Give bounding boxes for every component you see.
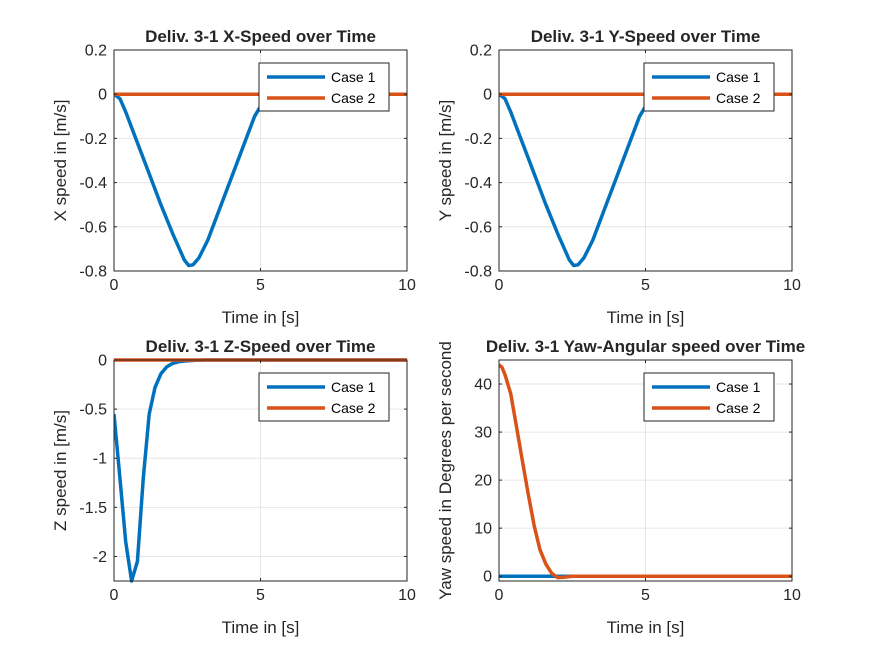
legend: Case 1 Case 2 — [643, 62, 775, 112]
x-axis-label: Time in [s] — [222, 308, 300, 327]
x-tick-label: 10 — [783, 277, 801, 294]
x-tick-label: 5 — [641, 277, 650, 294]
y-tick-label: 0 — [98, 87, 107, 104]
y-tick-label: -0.8 — [79, 264, 107, 281]
legend-label: Case 2 — [716, 400, 761, 416]
x-tick-label: 5 — [256, 277, 265, 294]
legend-label: Case 2 — [331, 90, 376, 106]
y-tick-label: 0 — [483, 87, 492, 104]
x-tick-label: 0 — [495, 277, 504, 294]
legend-box — [643, 372, 775, 422]
legend-label: Case 2 — [716, 90, 761, 106]
y-tick-label: 0.2 — [470, 43, 492, 60]
y-tick-label: -0.5 — [79, 402, 107, 419]
series-line-case-2 — [499, 363, 792, 580]
y-tick-label: -0.6 — [79, 219, 107, 236]
legend-label: Case 1 — [331, 69, 376, 85]
chart-title: Deliv. 3-1 X-Speed over Time — [145, 27, 376, 46]
y-axis-label: Y speed in [m/s] — [436, 100, 455, 222]
x-tick-label: 10 — [398, 277, 416, 294]
y-tick-label: 0 — [483, 569, 492, 586]
y-tick-label: -0.8 — [464, 264, 492, 281]
x-axis-label: Time in [s] — [222, 618, 300, 637]
y-tick-label: -0.4 — [79, 175, 107, 192]
chart-title: Deliv. 3-1 Y-Speed over Time — [531, 27, 761, 46]
y-tick-label: 10 — [474, 521, 492, 538]
y-tick-label: 40 — [474, 377, 492, 394]
y-tick-label: -1.5 — [79, 500, 107, 517]
subplot-y-speed: 0 5 10 -0.8 -0.6 -0.4 -0.2 0 0.2 Deliv. 3-1 Y-Spe… — [436, 27, 801, 327]
x-tick-label: 0 — [495, 587, 504, 604]
y-tick-label: 0 — [98, 353, 107, 370]
subplot-x-speed: 0 5 10 -0.8 -0.6 -0.4 -0.2 0 0.2 Deliv. 3-1 X-Spe… — [51, 27, 416, 327]
legend: Case 1 Case 2 — [258, 62, 390, 112]
legend-label: Case 1 — [716, 379, 761, 395]
x-axis-label: Time in [s] — [607, 308, 685, 327]
y-axis-label: X speed in [m/s] — [51, 100, 70, 222]
y-tick-label: -0.4 — [464, 175, 492, 192]
x-tick-label: 5 — [641, 587, 650, 604]
y-axis-label: Z speed in [m/s] — [51, 410, 70, 531]
y-tick-label: -1 — [93, 451, 107, 468]
legend-box — [643, 62, 775, 112]
series-line-case-1 — [499, 92, 661, 268]
series-line-case-1 — [114, 92, 276, 268]
subplot-yaw-speed: 0 5 10 0 10 20 30 40 Deliv. 3-1 Yaw-Angular spee… — [436, 337, 805, 637]
subplot-z-speed: 0 5 10 -2 -1.5 -1 -0.5 0 Deliv. 3-1 Z-Speed over… — [51, 337, 416, 637]
y-tick-label: -2 — [93, 549, 107, 566]
x-axis-label: Time in [s] — [607, 618, 685, 637]
chart-title: Deliv. 3-1 Yaw-Angular speed over Time — [486, 337, 805, 356]
y-tick-label: 20 — [474, 473, 492, 490]
x-tick-label: 0 — [110, 277, 119, 294]
y-tick-label: -0.6 — [464, 219, 492, 236]
x-tick-label: 10 — [398, 587, 416, 604]
legend-box — [258, 62, 390, 112]
y-tick-label: -0.2 — [79, 131, 107, 148]
y-axis-label: Yaw speed in Degrees per second — [436, 341, 455, 600]
x-tick-label: 5 — [256, 587, 265, 604]
y-tick-label: 0.2 — [85, 43, 107, 60]
legend-label: Case 2 — [331, 400, 376, 416]
y-tick-label: 30 — [474, 425, 492, 442]
legend-label: Case 1 — [716, 69, 761, 85]
legend: Case 1 Case 2 — [258, 372, 390, 422]
y-tick-label: -0.2 — [464, 131, 492, 148]
legend-label: Case 1 — [331, 379, 376, 395]
legend-box — [258, 372, 390, 422]
chart-title: Deliv. 3-1 Z-Speed over Time — [146, 337, 376, 356]
legend: Case 1 Case 2 — [643, 372, 775, 422]
x-tick-label: 0 — [110, 587, 119, 604]
x-tick-label: 10 — [783, 587, 801, 604]
